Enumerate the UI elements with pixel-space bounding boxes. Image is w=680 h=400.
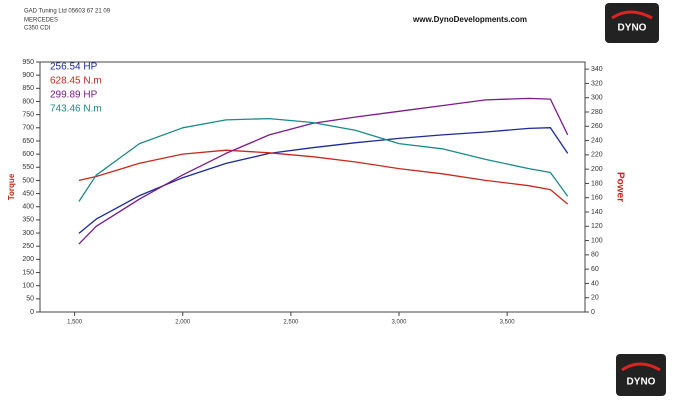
- x-tick-label: 2,500: [283, 320, 299, 326]
- x-tick-label: 3,000: [392, 320, 408, 326]
- y2-tick-label: 180: [591, 180, 603, 187]
- legend-entry: 743.46 N.m: [50, 104, 102, 115]
- y-tick-label: 650: [22, 138, 34, 145]
- series-line: [78, 117, 569, 202]
- y2-tick-label: 240: [591, 137, 603, 144]
- y2-tick-label: 0: [591, 309, 595, 316]
- y-tick-label: 200: [22, 256, 34, 263]
- y2-tick-label: 60: [591, 266, 599, 273]
- y2-tick-label: 120: [591, 223, 603, 230]
- logo-text: DYNO: [627, 377, 656, 388]
- y-tick-label: 350: [22, 217, 34, 224]
- y-tick-label: 900: [22, 72, 34, 79]
- website: www.DynoDevelopments.com: [412, 15, 527, 24]
- y-tick-label: 950: [22, 59, 34, 66]
- y2-axis-title: Power: [614, 172, 625, 202]
- y2-tick-label: 140: [591, 209, 603, 216]
- y-tick-label: 0: [30, 309, 34, 316]
- y2-tick-label: 280: [591, 109, 603, 116]
- y2-tick-label: 40: [591, 280, 599, 287]
- x-tick-label: 2,000: [175, 320, 191, 326]
- y2-tick-label: 340: [591, 66, 603, 73]
- y2-tick-label: 100: [591, 237, 603, 244]
- legend-entry: 256.54 HP: [50, 62, 98, 73]
- logo-swoosh: [611, 10, 653, 20]
- y2-tick-label: 320: [591, 80, 603, 87]
- series-line: [78, 127, 569, 234]
- y-tick-label: 700: [22, 125, 34, 132]
- logo-swoosh: [621, 362, 661, 372]
- y-tick-label: 250: [22, 243, 34, 250]
- header-line: GAD Tuning Ltd 05603 67 21 09: [24, 9, 111, 15]
- logo-bottom: DYNO: [616, 354, 666, 396]
- y-tick-label: 750: [22, 111, 34, 118]
- y-tick-label: 400: [22, 204, 34, 211]
- logo-box: [616, 354, 666, 396]
- series-line: [78, 149, 569, 205]
- y-tick-label: 50: [26, 296, 34, 303]
- y-tick-label: 450: [22, 190, 34, 197]
- x-tick-label: 3,500: [500, 320, 516, 326]
- y-tick-label: 800: [22, 98, 34, 105]
- y-tick-label: 500: [22, 177, 34, 184]
- y-axis-title: Torque: [7, 173, 16, 200]
- x-tick-label: 1,500: [67, 320, 83, 326]
- y2-tick-label: 160: [591, 195, 603, 202]
- series-line: [78, 97, 569, 245]
- y-tick-label: 100: [22, 283, 34, 290]
- y-tick-label: 150: [22, 269, 34, 276]
- y-tick-label: 300: [22, 230, 34, 237]
- logo-top: DYNO: [605, 3, 659, 43]
- y-tick-label: 550: [22, 164, 34, 171]
- header-line: MERCEDES: [24, 18, 58, 24]
- logo-text: DYNO: [618, 23, 647, 34]
- legend-entry: 628.45 N.m: [50, 76, 102, 87]
- y2-tick-label: 80: [591, 252, 599, 259]
- y-tick-label: 600: [22, 151, 34, 158]
- legend-entry: 299.89 HP: [50, 90, 98, 101]
- y2-tick-label: 20: [591, 295, 599, 302]
- plot-frame: [39, 61, 586, 313]
- y2-tick-label: 260: [591, 123, 603, 130]
- header-line: C350 CDI: [24, 26, 51, 32]
- y2-tick-label: 220: [591, 152, 603, 159]
- y-tick-label: 850: [22, 85, 34, 92]
- y2-tick-label: 300: [591, 95, 603, 102]
- y2-tick-label: 200: [591, 166, 603, 173]
